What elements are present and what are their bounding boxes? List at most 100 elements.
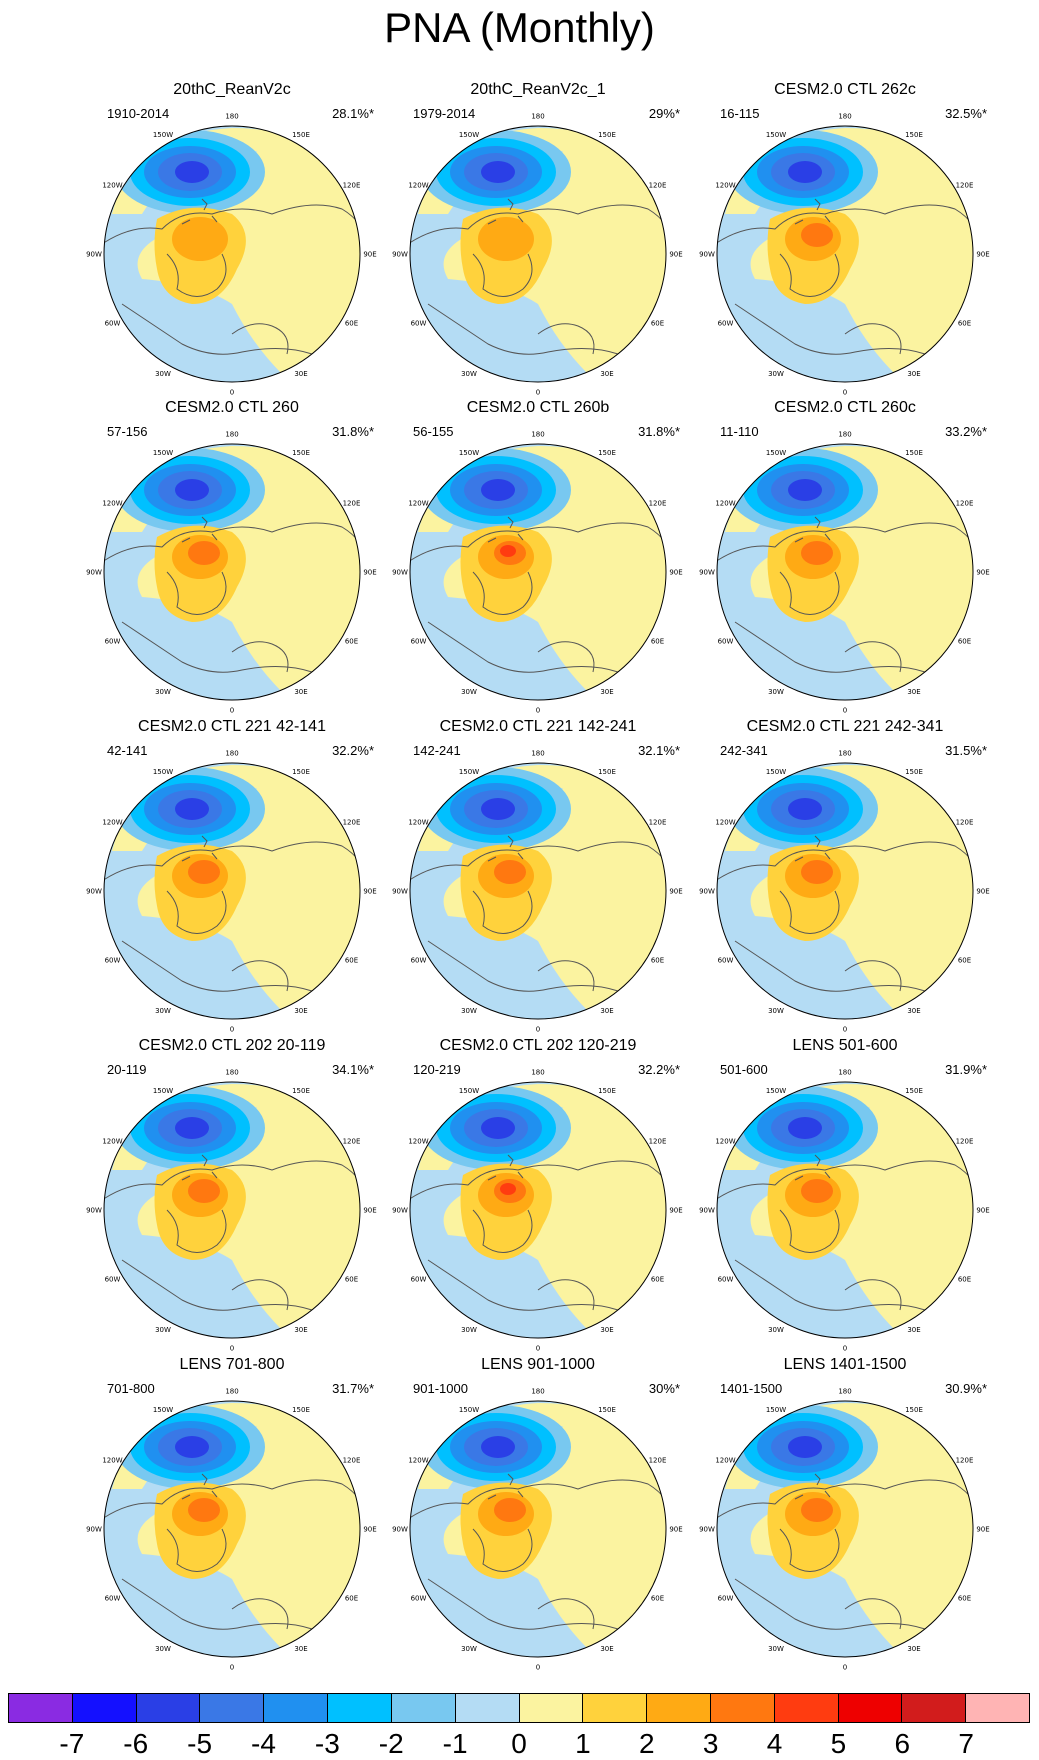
longitude-label: 0	[843, 1664, 847, 1672]
longitude-label: 0	[536, 389, 540, 397]
longitude-label: 60W	[411, 320, 427, 328]
panel-title: CESM2.0 CTL 260	[165, 399, 299, 416]
longitude-label: 90E	[363, 888, 376, 896]
polar-map: 180 150E 120E 90E 60E 30E 0 30W 60W 90W 120W 150W	[86, 113, 377, 397]
colorbar-swatch	[199, 1693, 264, 1723]
longitude-label: 30E	[600, 370, 613, 378]
longitude-label: 60W	[411, 1595, 427, 1603]
colorbar-tick-label: 4	[766, 1728, 783, 1759]
longitude-label: 90W	[699, 1207, 715, 1215]
longitude-label: 120W	[102, 819, 122, 827]
longitude-label: 90E	[363, 569, 376, 577]
polar-map: 180 150E 120E 90E 60E 30E 0 30W 60W 90W 120W 150W	[699, 1388, 990, 1672]
longitude-label: 150E	[598, 1406, 616, 1414]
longitude-label: 30E	[907, 688, 920, 696]
longitude-label: 90W	[699, 569, 715, 577]
longitude-label: 90W	[86, 251, 102, 259]
longitude-label: 60W	[105, 320, 121, 328]
longitude-label: 30E	[294, 1007, 307, 1015]
longitude-label: 90W	[699, 251, 715, 259]
longitude-label: 150E	[905, 1406, 923, 1414]
longitude-label: 60E	[958, 1595, 971, 1603]
longitude-label: 120E	[956, 1457, 974, 1465]
longitude-label: 30E	[907, 1007, 920, 1015]
longitude-label: 60W	[718, 957, 734, 965]
contour-field	[104, 444, 360, 700]
contour-field	[717, 126, 973, 382]
panel-variance-percent: 30.9%*	[945, 1381, 987, 1396]
colorbar-tick-label: -1	[442, 1728, 468, 1759]
longitude-label: 150E	[905, 449, 923, 457]
colorbar-swatch	[454, 1693, 519, 1723]
longitude-label: 90E	[669, 888, 682, 896]
longitude-label: 150W	[153, 768, 173, 776]
panel-variance-percent: 32.5%*	[945, 106, 987, 121]
panel-title: CESM2.0 CTL 221 142-241	[439, 718, 637, 735]
longitude-label: 150E	[292, 768, 310, 776]
polar-map: 180 150E 120E 90E 60E 30E 0 30W 60W 90W 120W 150W	[699, 750, 990, 1034]
longitude-label: 180	[225, 750, 238, 758]
panel-year-range: 1401-1500	[720, 1381, 783, 1396]
longitude-label: 180	[225, 1069, 238, 1077]
longitude-label: 180	[838, 1069, 851, 1077]
polar-map: 180 150E 120E 90E 60E 30E 0 30W 60W 90W 120W 150W	[86, 750, 377, 1034]
longitude-label: 30E	[294, 370, 307, 378]
longitude-label: 180	[838, 113, 851, 121]
contour-field	[104, 126, 360, 382]
longitude-label: 120E	[649, 1138, 667, 1146]
longitude-label: 120W	[408, 500, 428, 508]
polar-map: 180 150E 120E 90E 60E 30E 0 30W 60W 90W 120W 150W	[392, 431, 683, 715]
panel-title: LENS 1401-1500	[783, 1356, 907, 1373]
map-panel: LENS 1401-1500 1401-1500 30.9%* 180 150E 120E…	[695, 1355, 995, 1675]
longitude-label: 60W	[718, 1276, 734, 1284]
longitude-label: 60W	[105, 1276, 121, 1284]
panel-title: CESM2.0 CTL 202 120-219	[439, 1037, 637, 1054]
colorbar-tick-label: -3	[314, 1728, 340, 1759]
panel-year-range: 701-800	[107, 1381, 155, 1396]
panel-year-range: 56-155	[413, 424, 454, 439]
panel-title: CESM2.0 CTL 260c	[774, 399, 916, 416]
longitude-label: 150E	[598, 1087, 616, 1095]
polar-map: 180 150E 120E 90E 60E 30E 0 30W 60W 90W 120W 150W	[392, 1388, 683, 1672]
longitude-label: 30W	[155, 1326, 171, 1334]
longitude-label: 60E	[345, 320, 358, 328]
longitude-label: 180	[225, 113, 238, 121]
longitude-label: 90E	[363, 1526, 376, 1534]
polar-map: 180 150E 120E 90E 60E 30E 0 30W 60W 90W 120W 150W	[699, 431, 990, 715]
panel-title: LENS 701-800	[179, 1356, 285, 1373]
polar-map: 180 150E 120E 90E 60E 30E 0 30W 60W 90W 120W 150W	[699, 113, 990, 397]
longitude-label: 30W	[461, 1326, 477, 1334]
panel-variance-percent: 31.7%*	[332, 1381, 374, 1396]
longitude-label: 90E	[669, 1207, 682, 1215]
longitude-label: 30W	[461, 370, 477, 378]
longitude-label: 0	[230, 389, 234, 397]
panel-variance-percent: 28.1%*	[332, 106, 374, 121]
panel-variance-percent: 31.8%*	[638, 424, 680, 439]
longitude-label: 30W	[155, 370, 171, 378]
longitude-label: 60E	[958, 638, 971, 646]
longitude-label: 60W	[718, 320, 734, 328]
panel-variance-percent: 30%*	[648, 1381, 680, 1396]
map-panel: LENS 501-600 501-600 31.9%* 180 150E 120E 90E 6…	[695, 1036, 995, 1356]
map-panel: LENS 901-1000 901-1000 30%* 180 150E 120E 90E 6…	[388, 1355, 688, 1675]
colorbar-swatch	[901, 1693, 966, 1723]
panel-year-range: 501-600	[720, 1062, 768, 1077]
longitude-label: 30W	[461, 1007, 477, 1015]
longitude-label: 120E	[649, 1457, 667, 1465]
longitude-label: 30W	[461, 1645, 477, 1653]
polar-map: 180 150E 120E 90E 60E 30E 0 30W 60W 90W 120W 150W	[86, 1069, 377, 1353]
map-panel: LENS 701-800 701-800 31.7%* 180 150E 120E 90E 6…	[82, 1355, 382, 1675]
longitude-label: 120W	[102, 1457, 122, 1465]
panel-title: 20thC_ReanV2c_1	[470, 81, 606, 98]
longitude-label: 60W	[411, 1276, 427, 1284]
longitude-label: 30W	[768, 1326, 784, 1334]
longitude-label: 90W	[392, 888, 408, 896]
longitude-label: 120W	[408, 819, 428, 827]
longitude-label: 90W	[392, 1526, 408, 1534]
colorbar-swatch	[582, 1693, 647, 1723]
polar-map: 180 150E 120E 90E 60E 30E 0 30W 60W 90W 120W 150W	[392, 750, 683, 1034]
longitude-label: 90E	[669, 251, 682, 259]
longitude-label: 180	[531, 1069, 544, 1077]
map-panel: CESM2.0 CTL 221 242-341 242-341 31.5%* 180 1…	[695, 717, 995, 1037]
longitude-label: 120E	[649, 182, 667, 190]
